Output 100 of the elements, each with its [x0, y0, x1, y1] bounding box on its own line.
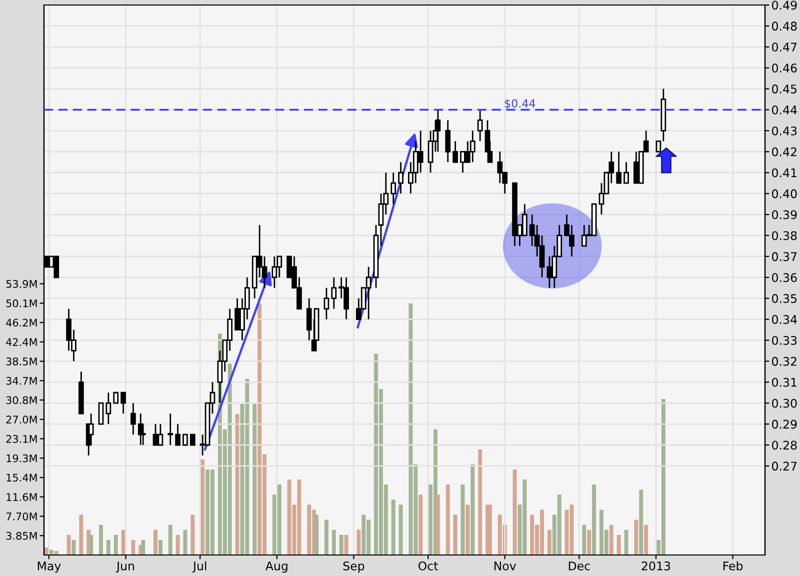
y-tick-label: 0.37 [772, 252, 797, 262]
candlestick [106, 392, 112, 425]
bar [446, 484, 450, 555]
candlestick [138, 412, 144, 446]
bar [339, 534, 344, 555]
bar [634, 520, 638, 555]
bar [470, 464, 475, 555]
y-tick-label: 0.43 [772, 126, 797, 136]
bar [332, 530, 336, 555]
bar [252, 404, 257, 555]
x-tick-label: 2013 [642, 561, 670, 570]
candlestick [331, 276, 337, 310]
y2-tick-label: 3.85M [6, 532, 37, 540]
bar [582, 524, 586, 555]
y-tick-label: 0.31 [772, 378, 796, 387]
bar [79, 514, 84, 555]
y-tick-label: 0.45 [772, 84, 797, 94]
bar [106, 540, 110, 555]
bar [644, 524, 648, 555]
x-tick-label: Oct [418, 561, 438, 570]
x-tick-label: Feb [724, 561, 743, 570]
candlestick [324, 287, 330, 320]
y2-tick-label: 7.70M [6, 512, 37, 520]
candlestick [182, 434, 188, 446]
y2-tick-label: 11.6M [6, 493, 37, 501]
candlestick [616, 150, 622, 184]
y2-tick-label: 50.1M [6, 299, 37, 308]
y2-tick-label: 30.8M [6, 396, 37, 404]
bar [398, 504, 403, 555]
y-tick-label: 0.29 [772, 420, 797, 429]
y-tick-label: 0.28 [772, 440, 797, 450]
candlestick [88, 412, 94, 446]
candlestick [98, 402, 104, 425]
y-tick-label: 0.32 [772, 356, 796, 366]
bar [609, 524, 614, 555]
candlestick [624, 161, 629, 184]
bar [314, 514, 319, 555]
y2-tick-label: 19.3M [6, 454, 37, 462]
bar [190, 514, 195, 555]
y-tick-label: 0.44 [772, 105, 797, 114]
candlestick [175, 423, 180, 446]
bar [460, 484, 465, 555]
y2-tick-label: 42.4M [6, 338, 37, 346]
y-tick-label: 0.46 [772, 64, 797, 73]
bar [89, 534, 94, 555]
candlestick [190, 434, 196, 446]
y2-tick-label: 53.9M [6, 280, 37, 288]
bar [547, 530, 552, 555]
bar [418, 494, 423, 555]
bar [344, 534, 348, 555]
bar [49, 550, 54, 555]
bar [436, 494, 440, 555]
candlestick [477, 109, 483, 142]
x-tick-label: Aug [265, 562, 288, 573]
candlestick [452, 140, 458, 163]
y-tick-label: 0.41 [772, 168, 796, 178]
y-tick-label: 0.40 [772, 189, 797, 198]
bar [44, 547, 48, 555]
bar [356, 530, 361, 555]
candlestick [120, 392, 126, 414]
candlestick [435, 109, 441, 152]
y2-tick-label: 23.1M [6, 434, 37, 443]
candlestick [445, 120, 451, 163]
y-tick-label: 0.34 [772, 315, 797, 324]
bar [616, 534, 621, 555]
bar [72, 540, 76, 555]
bar [639, 490, 644, 555]
y-tick-label: 0.38 [772, 231, 797, 240]
bar [99, 524, 103, 555]
x-tick-label: Sep [343, 561, 364, 573]
candlestick [398, 161, 404, 194]
bar [488, 504, 492, 555]
candlestick [168, 412, 174, 446]
y2-tick-label: 46.2M [6, 318, 37, 327]
y-tick-label: 0.42 [772, 147, 796, 156]
y-tick-label: 0.39 [772, 210, 797, 220]
y2-tick-label: 34.7M [6, 376, 37, 385]
candlestick [390, 172, 396, 205]
y2-tick-label: 27.0M [6, 416, 37, 424]
y2-tick-label: 15.4M [6, 474, 37, 482]
bar [158, 540, 162, 555]
bar [131, 540, 136, 555]
bar [587, 530, 592, 555]
x-tick-label: Nov [494, 562, 516, 570]
bar [114, 534, 118, 555]
y-tick-label: 0.49 [772, 0, 797, 10]
x-tick-label: Dec [568, 562, 590, 570]
bar [478, 449, 482, 555]
y-tick-label: 0.33 [772, 336, 797, 345]
y-tick-label: 0.30 [772, 398, 797, 408]
y-tick-label: 0.48 [772, 22, 797, 31]
bar [466, 504, 470, 555]
ref-line-label: $0.44 [504, 99, 536, 110]
y2-tick-label: 38.5M [6, 357, 37, 366]
bar [168, 524, 172, 555]
x-tick-label: Jun [116, 562, 134, 573]
bar [391, 500, 396, 555]
y-tick-label: 0.47 [772, 42, 797, 52]
bar [592, 484, 596, 555]
bar [183, 530, 188, 555]
